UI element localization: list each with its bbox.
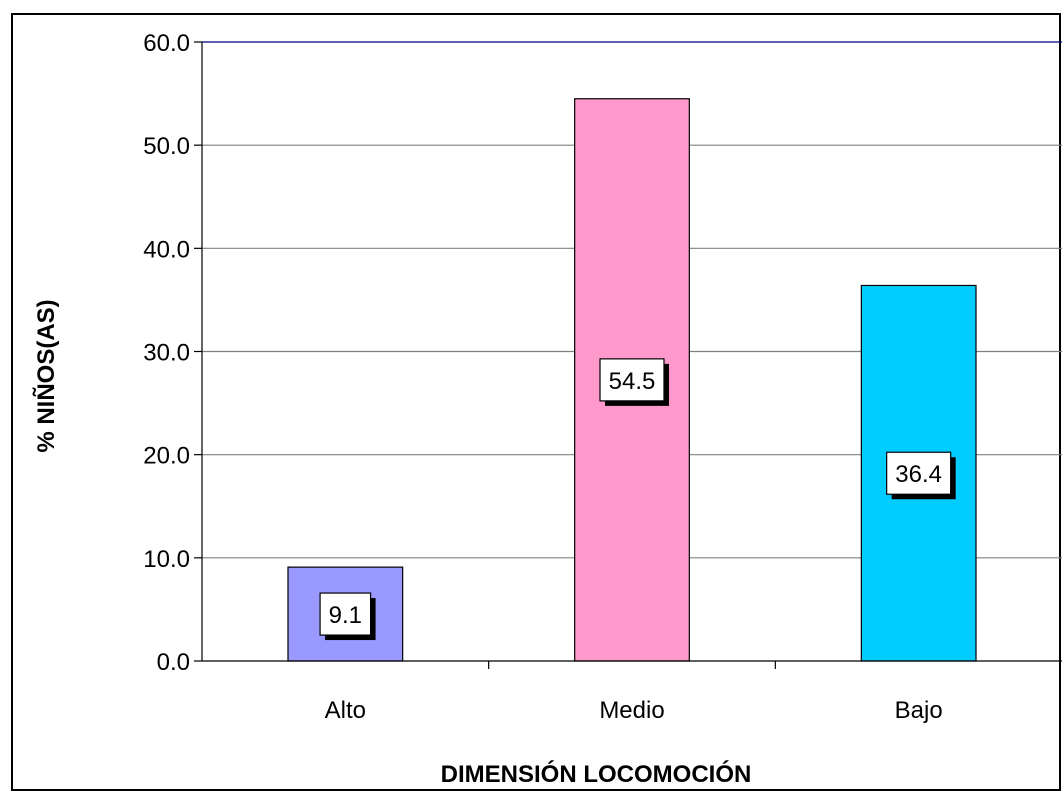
axes-group — [194, 41, 1062, 669]
y-tick-labels: 0.0 10.0 20.0 30.0 40.0 50.0 60.0 — [143, 30, 190, 676]
data-label-box — [886, 451, 952, 495]
x-tick-label-alto: Alto — [325, 697, 366, 724]
data-labels: 9.1 54.5 36.4 — [319, 358, 956, 641]
y-tick-label-2: 20.0 — [143, 443, 190, 470]
data-label-text: 54.5 — [609, 368, 656, 395]
y-tick-label-4: 40.0 — [143, 236, 190, 263]
data-label-box — [599, 358, 665, 402]
data-label-text: 36.4 — [895, 461, 942, 488]
bars-group — [287, 98, 977, 662]
y-axis-title: % NIÑOS(AS) — [32, 299, 60, 452]
y-tick-label-3: 30.0 — [143, 340, 190, 367]
data-label-bajo: 36.4 — [886, 451, 956, 500]
data-label-alto: 9.1 — [319, 592, 376, 641]
x-axis-title: DIMENSIÓN LOCOMOCIÓN — [441, 760, 752, 788]
x-tick-label-medio: Medio — [599, 697, 664, 724]
x-tick-labels: Alto Medio Bajo — [325, 697, 943, 724]
y-tick-label-1: 10.0 — [143, 546, 190, 573]
x-tick-label-bajo: Bajo — [895, 697, 943, 724]
y-tick-label-5: 50.0 — [143, 133, 190, 160]
data-label-medio: 54.5 — [599, 358, 669, 406]
y-tick-label-0: 0.0 — [157, 649, 190, 676]
data-label-box — [319, 592, 372, 636]
y-tick-label-6: 60.0 — [143, 30, 190, 57]
data-label-text: 9.1 — [329, 602, 362, 629]
